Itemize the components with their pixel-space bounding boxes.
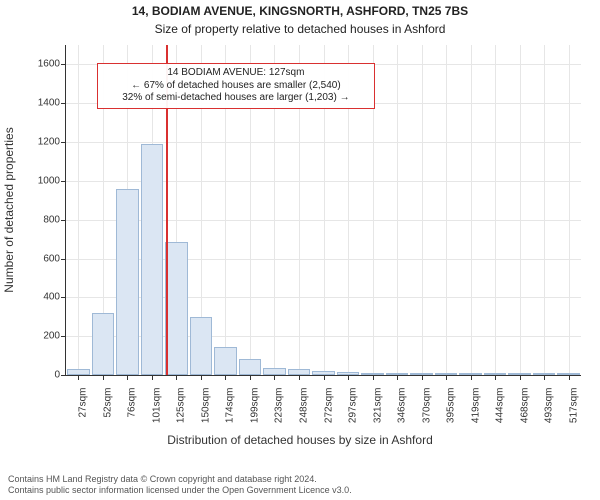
xtick-label: 101sqm	[149, 388, 162, 424]
xtick-label: 199sqm	[247, 388, 260, 424]
x-axis-label: Distribution of detached houses by size …	[0, 433, 600, 447]
xtick-label: 444sqm	[493, 388, 506, 424]
xtick-label: 27sqm	[76, 388, 89, 418]
footer-line-2: Contains public sector information licen…	[8, 485, 592, 496]
histogram-bar	[141, 144, 164, 375]
gridline-vertical	[569, 45, 570, 375]
xtick-label: 517sqm	[566, 388, 579, 424]
ytick-mark	[61, 64, 66, 65]
xtick-mark	[544, 375, 545, 380]
xtick-mark	[127, 375, 128, 380]
annotation-line-3: 32% of semi-detached houses are larger (…	[102, 92, 370, 105]
gridline-vertical	[495, 45, 496, 375]
annotation-line-2: ← 67% of detached houses are smaller (2,…	[102, 80, 370, 93]
xtick-label: 272sqm	[321, 388, 334, 424]
xtick-label: 493sqm	[542, 388, 555, 424]
xtick-mark	[495, 375, 496, 380]
xtick-label: 174sqm	[223, 388, 236, 424]
xtick-label: 419sqm	[468, 388, 481, 424]
xtick-label: 76sqm	[125, 388, 138, 418]
gridline-vertical	[397, 45, 398, 375]
annotation-line-1: 14 BODIAM AVENUE: 127sqm	[102, 67, 370, 80]
histogram-bar	[239, 359, 262, 375]
ytick-mark	[61, 103, 66, 104]
xtick-label: 248sqm	[296, 388, 309, 424]
page-subtitle: Size of property relative to detached ho…	[0, 22, 600, 36]
gridline-vertical	[471, 45, 472, 375]
ytick-mark	[61, 336, 66, 337]
annotation-box: 14 BODIAM AVENUE: 127sqm← 67% of detache…	[97, 63, 375, 109]
xtick-mark	[471, 375, 472, 380]
footer-line-1: Contains HM Land Registry data © Crown c…	[8, 474, 592, 485]
histogram-bar	[214, 347, 237, 375]
gridline-vertical	[544, 45, 545, 375]
footer-attribution: Contains HM Land Registry data © Crown c…	[8, 474, 592, 497]
histogram-bar	[165, 242, 188, 375]
ytick-mark	[61, 297, 66, 298]
xtick-mark	[520, 375, 521, 380]
histogram-bar	[190, 317, 213, 375]
xtick-mark	[446, 375, 447, 380]
ytick-mark	[61, 259, 66, 260]
xtick-label: 370sqm	[419, 388, 432, 424]
xtick-label: 468sqm	[517, 388, 530, 424]
ytick-mark	[61, 375, 66, 376]
xtick-mark	[201, 375, 202, 380]
xtick-label: 125sqm	[174, 388, 187, 424]
ytick-mark	[61, 181, 66, 182]
xtick-mark	[152, 375, 153, 380]
ytick-mark	[61, 142, 66, 143]
xtick-label: 297sqm	[346, 388, 359, 424]
ytick-mark	[61, 220, 66, 221]
xtick-mark	[78, 375, 79, 380]
xtick-mark	[397, 375, 398, 380]
gridline-vertical	[520, 45, 521, 375]
xtick-mark	[274, 375, 275, 380]
chart-plot-area: 0200400600800100012001400160027sqm52sqm7…	[65, 45, 581, 376]
xtick-label: 395sqm	[444, 388, 457, 424]
xtick-label: 321sqm	[370, 388, 383, 424]
xtick-mark	[299, 375, 300, 380]
histogram-bar	[263, 368, 286, 375]
xtick-mark	[250, 375, 251, 380]
histogram-bar	[116, 189, 139, 375]
xtick-mark	[373, 375, 374, 380]
xtick-label: 346sqm	[395, 388, 408, 424]
xtick-mark	[324, 375, 325, 380]
y-axis-label: Number of detached properties	[2, 127, 16, 292]
histogram-bar	[92, 313, 115, 375]
xtick-label: 223sqm	[272, 388, 285, 424]
xtick-mark	[176, 375, 177, 380]
gridline-vertical	[422, 45, 423, 375]
gridline-vertical	[446, 45, 447, 375]
gridline-vertical	[78, 45, 79, 375]
xtick-mark	[569, 375, 570, 380]
page-title: 14, BODIAM AVENUE, KINGSNORTH, ASHFORD, …	[0, 4, 600, 18]
xtick-mark	[422, 375, 423, 380]
xtick-label: 150sqm	[198, 388, 211, 424]
xtick-mark	[103, 375, 104, 380]
xtick-label: 52sqm	[100, 388, 113, 418]
xtick-mark	[348, 375, 349, 380]
xtick-mark	[225, 375, 226, 380]
